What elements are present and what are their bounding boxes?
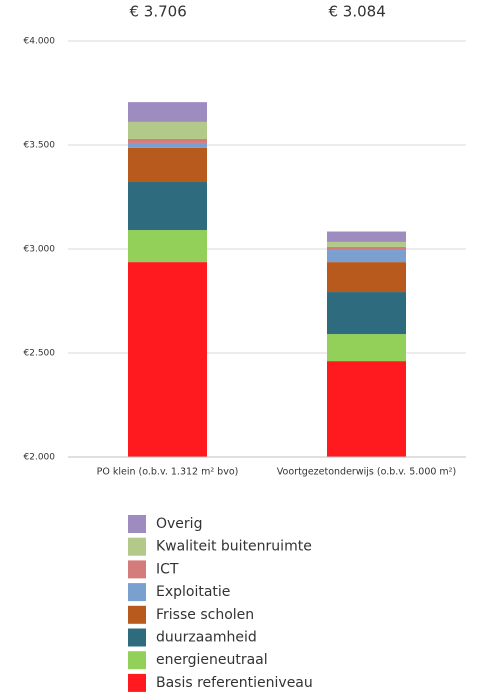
bar-segment	[327, 262, 406, 293]
legend-swatch	[128, 628, 146, 647]
bar-segment	[128, 147, 207, 183]
legend-label: Basis referentieniveau	[156, 675, 313, 691]
legend-label: duurzaamheid	[156, 630, 257, 646]
legend-label: energieneutraal	[156, 652, 268, 668]
legend-label: Frisse scholen	[156, 607, 254, 623]
bar-segment	[128, 138, 207, 143]
legend-swatch	[128, 560, 146, 579]
x-tick-label: Voortgezetonderwijs (o.b.v. 5.000 m²)	[277, 467, 456, 478]
legend-label: Kwaliteit buitenruimte	[156, 539, 312, 555]
bar-segment	[128, 121, 207, 139]
total-label: € 3.706	[130, 3, 187, 21]
bar-segment	[327, 292, 406, 335]
bar-segment	[128, 230, 207, 263]
bar-segment	[128, 102, 207, 122]
bar-segment	[327, 246, 406, 251]
legend-swatch	[128, 515, 146, 533]
legend-label: ICT	[156, 561, 179, 577]
x-tick-label: PO klein (o.b.v. 1.312 m² bvo)	[97, 467, 239, 478]
legend-swatch	[128, 673, 146, 692]
total-label: € 3.084	[329, 3, 386, 21]
bar-segment	[327, 334, 406, 362]
legend-label: Overig	[156, 516, 202, 532]
legend-swatch	[128, 651, 146, 670]
legend-swatch	[128, 605, 146, 624]
y-tick-label: €2.500	[24, 349, 56, 359]
legend-swatch	[128, 583, 146, 602]
bar-segment	[327, 241, 406, 247]
y-tick-label: €2.000	[24, 453, 56, 463]
bar-segment	[128, 262, 207, 457]
bar-segment	[327, 361, 406, 457]
legend-label: Exploitatie	[156, 584, 230, 600]
bar-segment	[128, 142, 207, 148]
y-tick-label: €4.000	[24, 37, 56, 47]
y-tick-label: €3.500	[24, 141, 56, 151]
bar-segment	[327, 250, 406, 263]
y-tick-label: €3.000	[24, 245, 56, 255]
bar-segment	[327, 231, 406, 242]
bars	[128, 102, 406, 457]
bar-segment	[128, 182, 207, 231]
legend-swatch	[128, 537, 146, 556]
